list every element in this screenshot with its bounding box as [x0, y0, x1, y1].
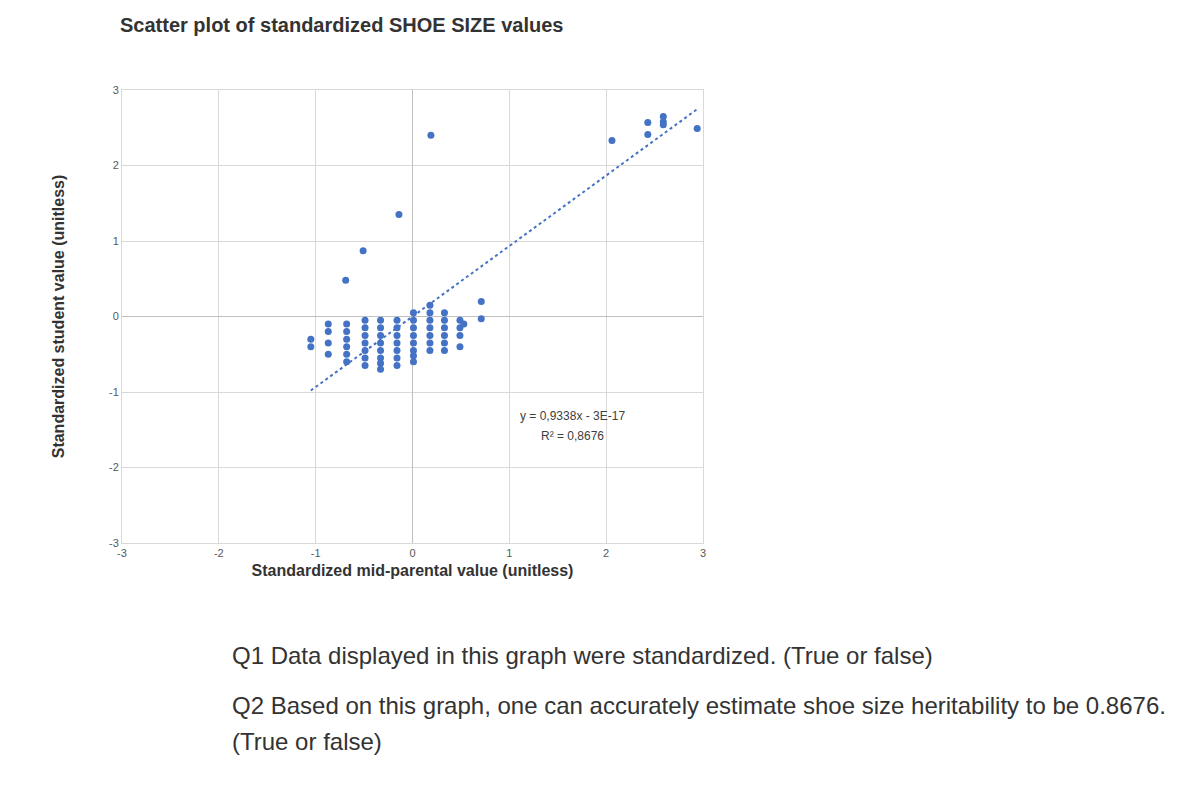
svg-text:-1: -1: [311, 547, 321, 559]
svg-text:2: 2: [113, 159, 119, 171]
svg-text:1: 1: [113, 235, 119, 247]
svg-text:-2: -2: [109, 461, 119, 473]
svg-text:1: 1: [506, 547, 512, 559]
svg-text:3: 3: [113, 84, 119, 96]
svg-text:-3: -3: [117, 547, 127, 559]
svg-text:0: 0: [113, 310, 119, 322]
svg-text:y = 0,9338x - 3E-17: y = 0,9338x - 3E-17: [520, 409, 625, 423]
svg-text:3: 3: [700, 547, 706, 559]
svg-text:0: 0: [409, 547, 415, 559]
svg-text:-2: -2: [214, 547, 224, 559]
svg-text:Scatter plot of standardized S: Scatter plot of standardized SHOE SIZE v…: [120, 14, 563, 36]
svg-text:Standardized student value (un: Standardized student value (unitless): [50, 175, 67, 459]
svg-text:-1: -1: [109, 386, 119, 398]
svg-text:Standardized mid-parental valu: Standardized mid-parental value (unitles…: [252, 562, 574, 579]
svg-text:2: 2: [603, 547, 609, 559]
html-text:Q1 Data displayed in this grap: Q1 Data displayed in this graph were sta…: [232, 642, 933, 669]
svg-text:-3: -3: [109, 537, 119, 549]
svg-text:R² = 0,8676: R² = 0,8676: [541, 429, 604, 443]
html-text:Q2 Based on this graph, one ca: Q2 Based on this graph, one can accurate…: [232, 692, 1166, 755]
